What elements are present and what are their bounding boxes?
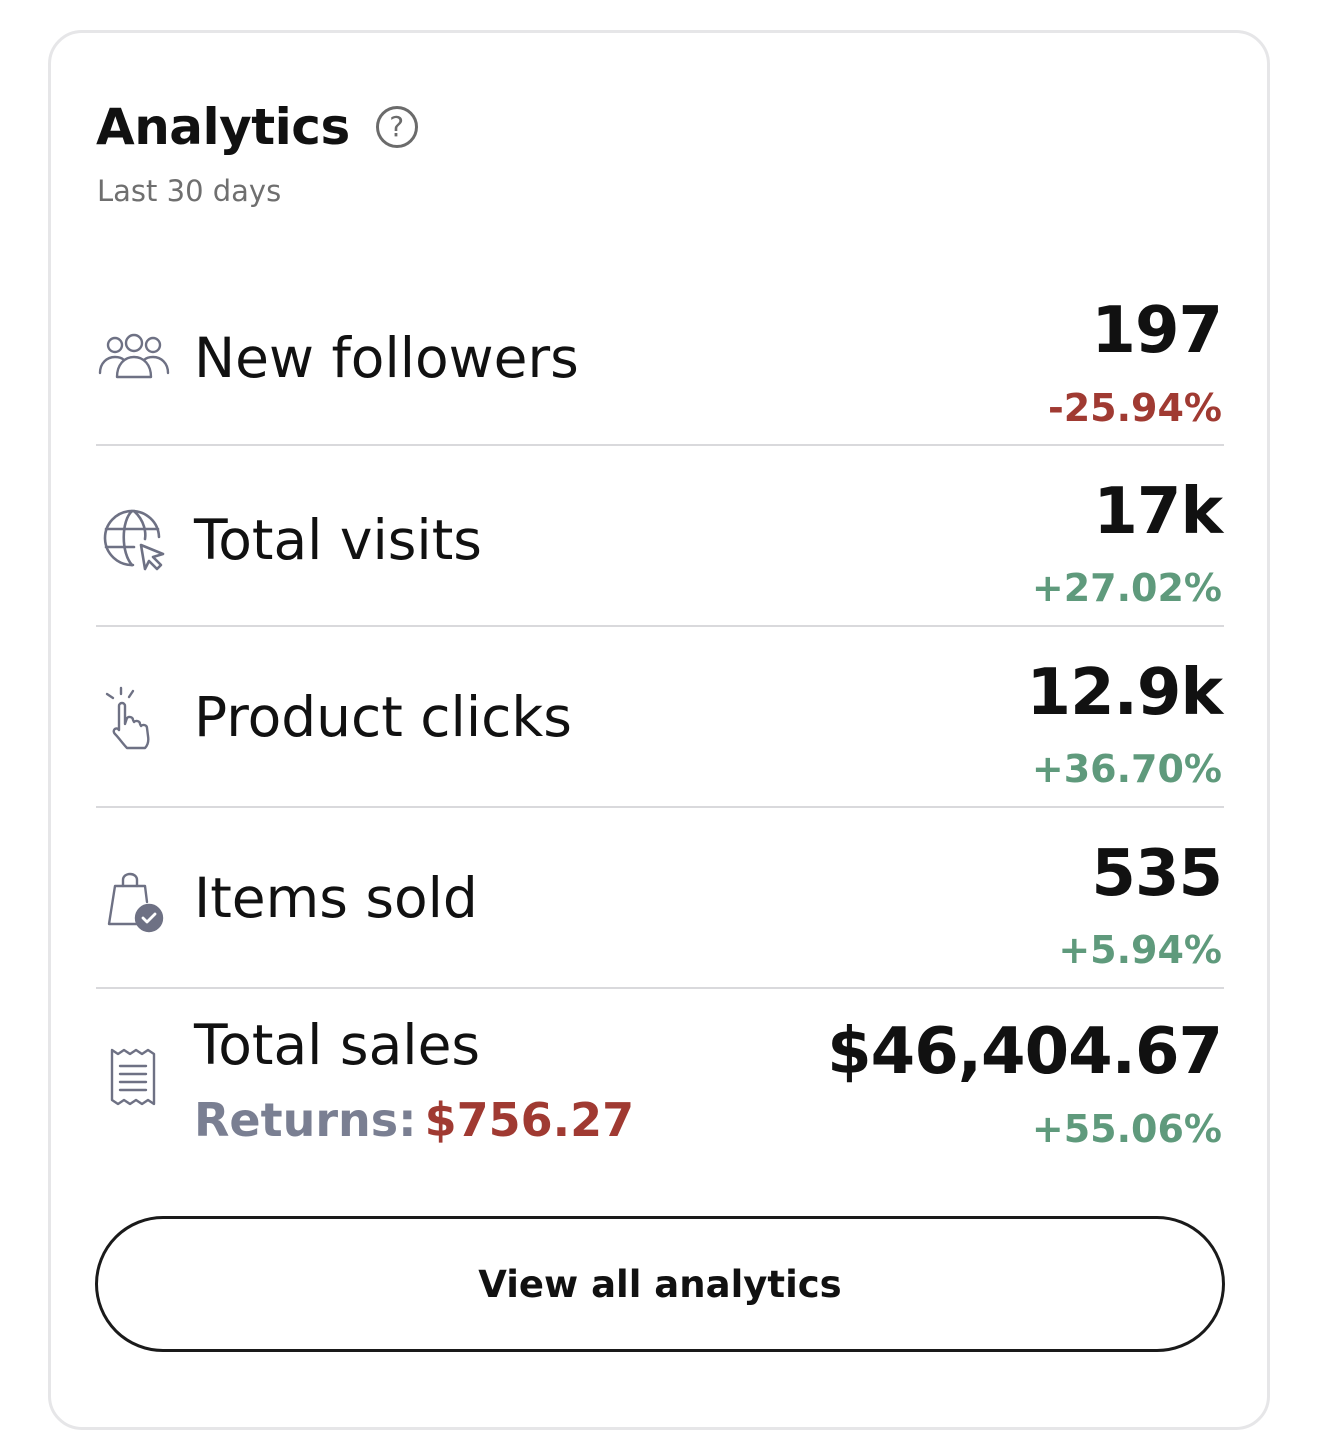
page-title: Analytics [96,98,350,156]
returns-label: Returns: [194,1093,417,1147]
metric-value: $46,404.67 [827,1015,1223,1089]
date-range-subtitle: Last 30 days [97,174,282,208]
metric-value: 12.9k [1026,656,1223,730]
shopping-bag-check-icon [96,863,172,939]
metric-label: Items sold [194,866,478,930]
metric-row-items-sold: Items sold 535 +5.94% [96,808,1224,989]
analytics-header: Analytics ? [96,92,418,162]
metric-label: Product clicks [194,685,572,749]
metric-value: 197 [1091,294,1223,368]
metric-label: Total sales [194,1013,481,1077]
tap-hand-icon [96,681,172,757]
metric-label: New followers [194,326,579,390]
followers-icon [96,320,172,396]
globe-cursor-icon [96,502,172,578]
metric-row-product-clicks: Product clicks 12.9k +36.70% [96,627,1224,808]
returns-summary: Returns: $756.27 [194,1093,634,1147]
metric-change: +55.06% [1031,1107,1222,1151]
metric-row-new-followers: New followers 197 -25.94% [96,290,1224,446]
metric-change: +27.02% [1031,566,1222,610]
view-all-analytics-button[interactable]: View all analytics [95,1216,1225,1352]
metric-label: Total visits [194,508,482,572]
metric-value: 535 [1091,837,1223,911]
metric-row-total-sales: Total sales Returns: $756.27 $46,404.67 +… [96,989,1224,1179]
receipt-icon [96,1039,172,1115]
metric-change: +36.70% [1031,747,1222,791]
returns-value: $756.27 [424,1093,635,1147]
analytics-card [48,30,1270,1430]
metric-change: -25.94% [1047,386,1222,430]
metric-row-total-visits: Total visits 17k +27.02% [96,446,1224,627]
question-circle-icon[interactable]: ? [375,106,418,148]
metric-change: +5.94% [1058,928,1222,972]
metric-value: 17k [1093,475,1223,549]
